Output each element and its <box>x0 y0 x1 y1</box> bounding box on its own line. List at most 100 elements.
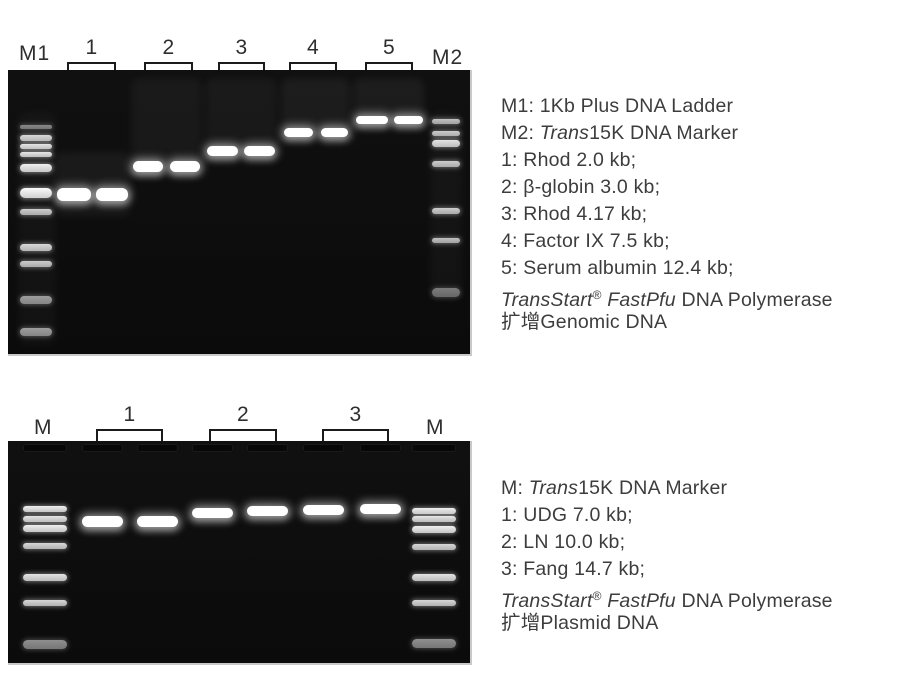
lane-group-label: 2 <box>237 403 249 426</box>
lane-group-bracket <box>96 429 163 441</box>
caption-text-segment: 扩增Plasmid DNA <box>501 612 659 634</box>
gel-photo-genomic-dna <box>8 70 472 356</box>
caption-line: M: Trans15K DNA Marker <box>501 475 833 502</box>
ladder-band <box>412 508 456 514</box>
ladder-band <box>23 524 67 532</box>
lane-group-label: 1 <box>85 36 98 59</box>
ladder-band <box>23 573 67 581</box>
caption-text-segment: M1: 1Kb Plus DNA Ladder <box>501 95 734 117</box>
caption-text-segment: 3: Rhod 4.17 kb; <box>501 203 648 225</box>
dna-band <box>207 146 238 156</box>
caption-line: 3: Rhod 4.17 kb; <box>501 201 833 228</box>
caption-text-segment: 2: β-globin 3.0 kb; <box>501 176 661 198</box>
caption-text-segment: Trans <box>539 122 590 144</box>
caption-text-segment: 扩增Genomic DNA <box>501 311 668 333</box>
caption-genomic-dna: M1: 1Kb Plus DNA Ladder M2: Trans15K DNA … <box>501 93 833 336</box>
dna-band <box>192 508 233 518</box>
caption-line: 2: β-globin 3.0 kb; <box>501 174 833 201</box>
lane-marker-label-m1: M1 <box>19 42 51 65</box>
ladder-band <box>412 544 456 550</box>
ladder-band <box>412 638 456 648</box>
lane-group-bracket <box>218 62 265 70</box>
ladder-band <box>432 130 460 136</box>
gel-well <box>360 444 401 452</box>
lane-group-label: 4 <box>307 36 319 59</box>
lane-group-bracket <box>322 429 389 441</box>
ladder-band <box>23 639 67 649</box>
caption-line: 4: Factor IX 7.5 kb; <box>501 228 833 255</box>
ladder-band <box>432 139 460 147</box>
lane-group-label: 3 <box>235 36 248 59</box>
caption-text-segment: 1: UDG 7.0 kb; <box>501 504 633 526</box>
dna-band <box>133 160 163 172</box>
ladder-band <box>432 118 460 124</box>
caption-text-segment: 3: Fang 14.7 kb; <box>501 558 646 580</box>
lane-group-label: 2 <box>162 36 175 59</box>
caption-text-segment: M: <box>501 477 529 499</box>
gel-well <box>82 444 123 452</box>
caption-line: 5: Serum albumin 12.4 kb; <box>501 255 833 282</box>
ladder-band <box>412 516 456 522</box>
ladder-band <box>412 525 456 533</box>
lane-group-bracket <box>144 62 193 70</box>
ladder-band <box>23 600 67 606</box>
lane-marker-label-m-right: M <box>426 416 445 439</box>
lane-marker-label-m2: M2 <box>432 46 464 69</box>
gel-well <box>137 444 178 452</box>
lane-group-bracket <box>289 62 337 70</box>
lane-smear <box>55 152 131 216</box>
dna-band <box>303 505 344 515</box>
gel-well <box>23 444 67 452</box>
caption-text-segment: FastPfu <box>607 289 676 311</box>
dna-band <box>321 127 348 137</box>
dna-band <box>170 160 200 172</box>
caption-line: 1: Rhod 2.0 kb; <box>501 147 833 174</box>
ladder-band <box>23 506 67 512</box>
caption-text-segment: ® <box>592 589 602 603</box>
ladder-band <box>20 243 52 251</box>
dna-band <box>137 515 178 527</box>
caption-text-segment: 15K DNA Marker <box>589 122 739 144</box>
dna-band <box>360 504 401 514</box>
dna-band <box>394 116 423 124</box>
lane-group-label: 5 <box>383 36 395 59</box>
lane-group-label: 1 <box>123 403 136 426</box>
ladder-band <box>20 261 52 267</box>
caption-text-segment: 5: Serum albumin 12.4 kb; <box>501 257 734 279</box>
caption-text-segment: ® <box>592 288 602 302</box>
caption-line: TransStart® FastPfu DNA Polymerase <box>501 282 833 311</box>
ladder-band <box>412 573 456 581</box>
lane-smear <box>131 78 202 168</box>
caption-line: M1: 1Kb Plus DNA Ladder <box>501 93 833 120</box>
lane-group-bracket <box>209 429 277 441</box>
caption-line: 扩增Genomic DNA <box>501 309 833 336</box>
gel-well <box>192 444 233 452</box>
gel-well <box>303 444 344 452</box>
caption-line: 3: Fang 14.7 kb; <box>501 556 833 583</box>
caption-text-segment: Trans <box>528 477 579 499</box>
lane-smear <box>281 78 350 134</box>
ladder-band <box>20 151 52 157</box>
ladder-band <box>432 237 460 243</box>
dna-band <box>247 506 288 516</box>
ladder-band <box>20 296 52 304</box>
ladder-band <box>432 287 460 297</box>
gel-photo-plasmid-dna <box>8 441 472 665</box>
caption-line: 2: LN 10.0 kb; <box>501 529 833 556</box>
caption-text-segment: 15K DNA Marker <box>578 477 728 499</box>
gel-well <box>247 444 288 452</box>
caption-line: TransStart® FastPfu DNA Polymerase <box>501 583 833 612</box>
ladder-band <box>432 161 460 167</box>
caption-plasmid-dna: M: Trans15K DNA Marker 1: UDG 7.0 kb; 2: L… <box>501 475 833 637</box>
dna-band <box>57 187 91 201</box>
ladder-band <box>20 328 52 336</box>
ladder-band <box>20 188 52 198</box>
caption-line: 扩增Plasmid DNA <box>501 610 833 637</box>
dna-band <box>356 116 388 124</box>
ladder-band <box>20 143 52 149</box>
caption-text-segment: 2: LN 10.0 kb; <box>501 531 626 553</box>
dna-band <box>82 515 123 527</box>
caption-line: M2: Trans15K DNA Marker <box>501 120 833 147</box>
caption-text-segment: 1: Rhod 2.0 kb; <box>501 149 637 171</box>
ladder-band <box>20 209 52 215</box>
